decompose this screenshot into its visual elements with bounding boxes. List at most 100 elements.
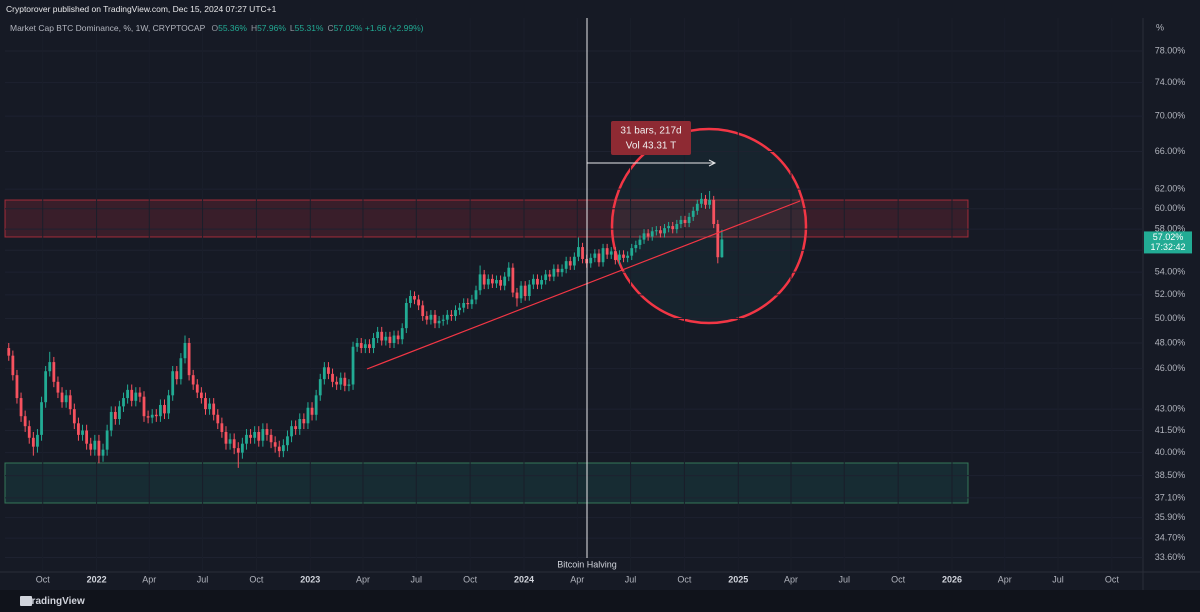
candle-body: [224, 431, 228, 444]
candle-body: [445, 314, 449, 320]
candle-body: [7, 348, 11, 356]
candle-body: [199, 392, 203, 399]
candle-body: [462, 303, 466, 308]
candle-body: [593, 253, 597, 258]
candle-body: [339, 377, 343, 385]
candle-body: [191, 375, 195, 385]
candle-body: [310, 407, 314, 415]
candle-body: [523, 285, 527, 297]
candle-body: [654, 230, 658, 232]
candle-body: [93, 440, 97, 450]
candle-body: [355, 342, 359, 347]
candle-body: [56, 381, 60, 393]
support-zone: [4, 462, 969, 504]
candle-body: [40, 402, 43, 435]
candle-body: [597, 253, 601, 263]
candle-body: [23, 416, 27, 427]
y-tick-label: 54.00%: [1155, 267, 1186, 277]
countdown-label: 17:32:42: [1150, 242, 1185, 252]
y-tick-label: 74.00%: [1155, 77, 1186, 87]
x-tick-label: Jul: [839, 574, 851, 584]
x-tick-label: Apr: [784, 574, 798, 584]
candle-body: [548, 274, 552, 277]
candle-body: [36, 434, 39, 447]
candle-body: [716, 224, 720, 258]
brand: TradingView: [26, 596, 85, 607]
candle-body: [519, 285, 523, 299]
candle-body: [273, 442, 277, 447]
candle-body: [302, 419, 306, 424]
candle-body: [417, 299, 421, 306]
candle-body: [359, 342, 363, 349]
candle-body: [544, 274, 548, 281]
candle-body: [572, 256, 576, 266]
candle-body: [454, 310, 457, 317]
x-tick-label: Jul: [1052, 574, 1064, 584]
candle-body: [679, 219, 683, 225]
x-tick-label: 2025: [728, 574, 748, 584]
y-tick-label: 33.60%: [1155, 552, 1186, 562]
candle-body: [421, 305, 425, 317]
candle-body: [150, 414, 154, 418]
axis-unit: %: [1156, 22, 1164, 32]
x-tick-label: 2026: [942, 574, 962, 584]
candle-body: [392, 335, 396, 343]
candle-body: [85, 430, 89, 444]
candle-body: [663, 228, 666, 234]
candle-body: [44, 371, 48, 403]
candle-body: [400, 328, 404, 340]
candle-body: [175, 371, 179, 380]
candle-body: [236, 448, 240, 453]
candle-body: [642, 233, 646, 240]
x-tick-label: Apr: [570, 574, 584, 584]
candle-body: [712, 199, 716, 225]
candle-body: [64, 395, 68, 403]
x-tick-label: Apr: [356, 574, 370, 584]
x-tick-label: Jul: [197, 574, 209, 584]
candle-body: [691, 210, 695, 217]
grid: [5, 18, 1143, 572]
candle-body: [179, 358, 183, 380]
candle-body: [667, 226, 671, 229]
candle-body: [167, 395, 170, 414]
candle-body: [396, 335, 400, 340]
candle-body: [650, 231, 654, 237]
measure-box: [611, 121, 691, 155]
candle-body: [281, 445, 285, 452]
candle-body: [171, 371, 175, 396]
candle-body: [589, 257, 593, 264]
candle-body: [384, 336, 388, 341]
candle-body: [269, 434, 273, 443]
candle-body: [134, 392, 138, 401]
legend-key: L: [289, 23, 295, 33]
candle-body: [11, 355, 15, 376]
legend-key: C: [327, 23, 334, 33]
x-tick-label: Jul: [625, 574, 637, 584]
x-tick-label: 2024: [514, 574, 534, 584]
candle-body: [109, 411, 113, 431]
candle-body: [376, 331, 380, 339]
y-tick-label: 70.00%: [1155, 110, 1186, 120]
publisher: Cryptorover published on TradingView.com…: [6, 4, 277, 14]
x-tick-label: 2023: [300, 574, 320, 584]
candle-body: [195, 384, 199, 393]
candle-body: [220, 423, 224, 432]
candle-body: [159, 404, 162, 417]
candle-body: [19, 398, 23, 417]
candle-body: [552, 268, 556, 277]
candle-body: [646, 233, 650, 237]
y-tick-label: 48.00%: [1155, 337, 1186, 347]
candle-body: [441, 319, 445, 321]
candle-body: [154, 414, 158, 417]
candle-body: [536, 278, 539, 285]
candle-body: [294, 426, 298, 430]
candle-body: [113, 411, 117, 420]
candle-body: [142, 396, 146, 417]
candle-body: [306, 407, 310, 424]
legend-value: 55.31%: [294, 23, 324, 33]
y-tick-label: 66.00%: [1155, 146, 1186, 156]
candle-body: [351, 346, 355, 385]
measure-text: Vol 43.31 T: [626, 141, 676, 152]
y-tick-label: 46.00%: [1155, 363, 1186, 373]
